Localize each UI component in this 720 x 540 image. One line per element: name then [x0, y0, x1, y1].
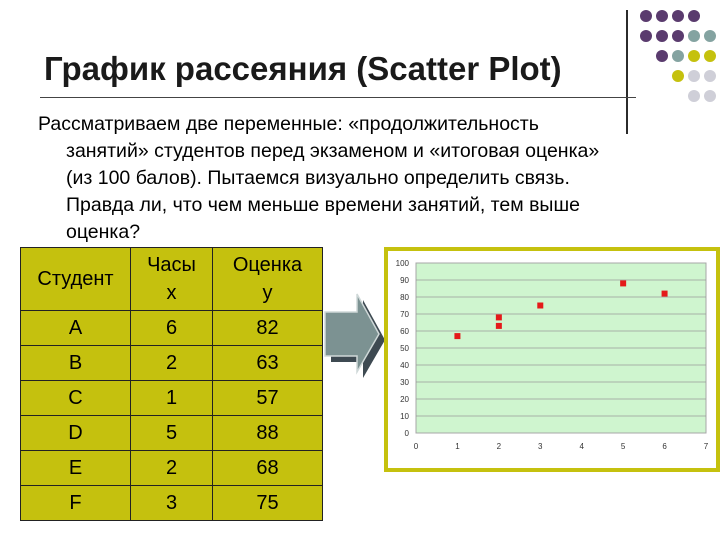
decorative-dot	[672, 50, 684, 62]
paragraph-line: Правда ли, что чем меньше времени заняти…	[66, 194, 580, 216]
paragraph-line: оценка?	[66, 221, 141, 243]
table-header-row: Студент Часы x Оценка y	[20, 247, 323, 311]
decorative-dot	[656, 30, 668, 42]
header-score: Оценка y	[212, 247, 323, 311]
x-tick-label: 2	[497, 442, 502, 451]
x-tick-label: 7	[704, 442, 709, 451]
description-paragraph: Рассматриваем две переменные: «продолжит…	[38, 111, 678, 246]
x-tick-label: 0	[414, 442, 419, 451]
y-tick-label: 90	[400, 276, 409, 285]
slide-title: График рассеяния (Scatter Plot)	[44, 50, 562, 87]
cell-score: 68	[212, 450, 323, 486]
decorative-dot	[688, 50, 700, 62]
decorative-dot	[640, 10, 652, 22]
header-hours-label: Часы	[147, 254, 196, 276]
arrow-body	[324, 293, 380, 375]
table-row: B 2 63	[20, 345, 323, 381]
decorative-dot	[640, 30, 652, 42]
y-tick-label: 60	[400, 327, 409, 336]
cell-student: A	[20, 310, 131, 346]
title-underline	[40, 97, 636, 98]
decorative-dot	[704, 50, 716, 62]
cell-hours: 6	[130, 310, 213, 346]
x-tick-label: 4	[579, 442, 584, 451]
decorative-dot	[688, 70, 700, 82]
table-row: F 3 75	[20, 485, 323, 521]
decorative-dot	[672, 10, 684, 22]
cell-score: 82	[212, 310, 323, 346]
cell-hours: 3	[130, 485, 213, 521]
cell-student: D	[20, 415, 131, 451]
scatter-point	[495, 314, 502, 321]
cell-score: 88	[212, 415, 323, 451]
cell-hours: 5	[130, 415, 213, 451]
cell-student: C	[20, 380, 131, 416]
cell-hours: 2	[130, 345, 213, 381]
y-axis-ticks: 0 10 20 30 40 50 60 70 80 90 100	[396, 259, 410, 438]
header-student: Студент	[20, 247, 131, 311]
scatter-point	[620, 280, 627, 287]
cell-hours: 2	[130, 450, 213, 486]
gridlines	[416, 279, 706, 417]
y-tick-label: 70	[400, 310, 409, 319]
cell-hours: 1	[130, 380, 213, 416]
scatter-chart: 0 10 20 30 40 50 60 70 80 90 100 0 1 2 3 4 5 6 7	[384, 247, 720, 472]
decorative-dots	[640, 10, 720, 120]
vertical-divider	[626, 10, 628, 134]
paragraph-line: Рассматриваем две переменные: «продолжит…	[38, 113, 539, 135]
header-score-label: Оценка	[232, 254, 303, 276]
x-tick-label: 6	[662, 442, 667, 451]
y-tick-label: 30	[400, 378, 409, 387]
right-arrow-icon	[324, 293, 385, 378]
decorative-dot	[704, 90, 716, 102]
decorative-dot	[656, 50, 668, 62]
decorative-dot	[656, 10, 668, 22]
y-tick-label: 100	[396, 259, 410, 268]
cell-student: F	[20, 485, 131, 521]
y-tick-label: 50	[400, 344, 409, 353]
x-tick-label: 5	[621, 442, 626, 451]
y-tick-label: 40	[400, 361, 409, 370]
y-tick-label: 10	[400, 412, 409, 421]
decorative-dot	[704, 70, 716, 82]
cell-student: B	[20, 345, 131, 381]
data-points	[454, 280, 668, 340]
paragraph-line: (из 100 балов). Пытаемся визуально опред…	[66, 167, 570, 189]
decorative-dot	[672, 70, 684, 82]
header-hours-var: x	[166, 282, 177, 304]
table-row: C 1 57	[20, 380, 323, 416]
x-tick-label: 3	[538, 442, 543, 451]
table-row: A 6 82	[20, 310, 323, 346]
decorative-dot	[688, 30, 700, 42]
table-row: E 2 68	[20, 450, 323, 486]
x-axis-ticks: 0 1 2 3 4 5 6 7	[414, 442, 709, 451]
y-tick-label: 80	[400, 293, 409, 302]
scatter-point	[661, 290, 668, 297]
scatter-point	[495, 322, 502, 329]
cell-score: 57	[212, 380, 323, 416]
y-tick-label: 20	[400, 395, 409, 404]
scatter-point	[454, 333, 461, 340]
y-tick-label: 0	[405, 429, 410, 438]
decorative-dot	[688, 90, 700, 102]
cell-score: 75	[212, 485, 323, 521]
decorative-dot	[672, 30, 684, 42]
decorative-dot	[688, 10, 700, 22]
table-row: D 5 88	[20, 415, 323, 451]
paragraph-line: занятий» студентов перед экзаменом и «ит…	[66, 140, 600, 162]
x-tick-label: 1	[455, 442, 460, 451]
decorative-dot	[704, 30, 716, 42]
scatter-point	[537, 302, 544, 309]
cell-student: E	[20, 450, 131, 486]
header-hours: Часы x	[130, 247, 213, 311]
cell-score: 63	[212, 345, 323, 381]
header-score-var: y	[262, 282, 273, 304]
